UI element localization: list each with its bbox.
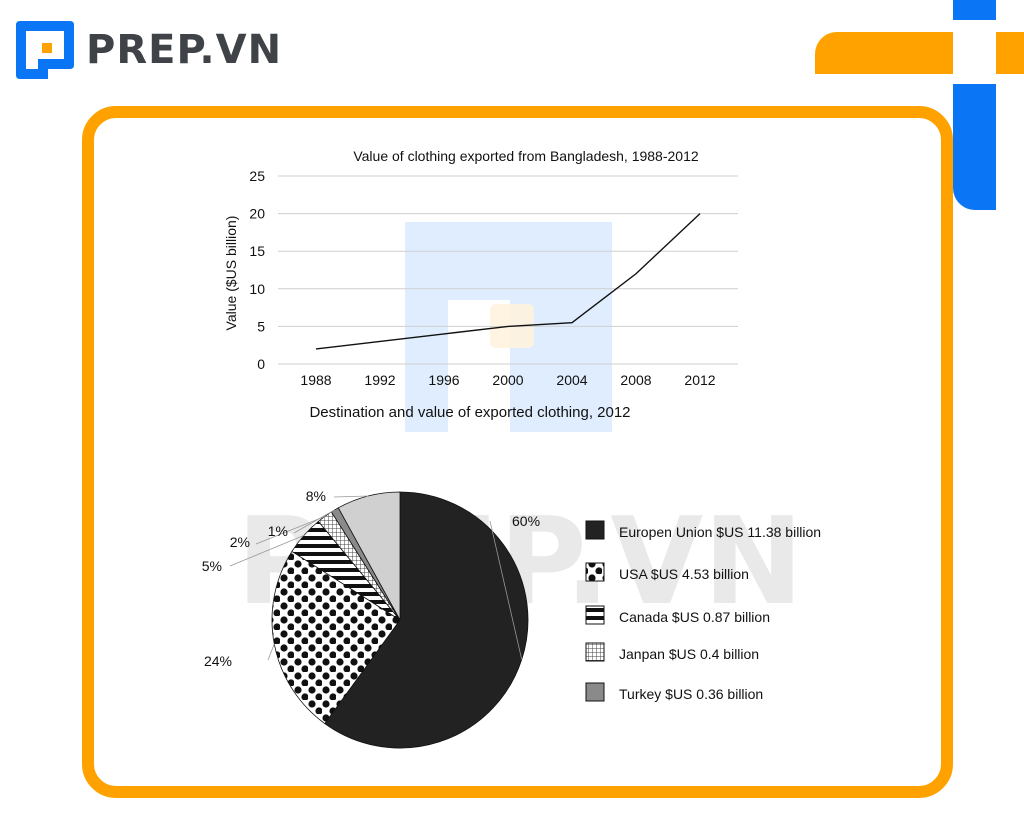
brand-logo[interactable]: PREP.VN [16, 20, 282, 80]
pie-slice [324, 491, 529, 749]
prep-logo-icon [16, 21, 74, 79]
pie-chart: 60% 24% 5% 2% 1% 8% [202, 488, 540, 749]
y-tick-label: 15 [249, 243, 265, 259]
legend-label: Janpan $US 0.4 billion [619, 646, 759, 662]
pie-chart-title: Destination and value of exported clothi… [309, 404, 630, 421]
line-chart-title: Value of clothing exported from Banglade… [353, 148, 699, 164]
pie-leader-line [293, 509, 336, 534]
x-tick-label: 2012 [684, 372, 715, 388]
pie-leader-line [267, 643, 275, 661]
line-chart-xticks: 1988 1992 1996 2000 2004 2008 2012 [300, 372, 715, 388]
x-tick-label: 1996 [428, 372, 459, 388]
legend-swatch [585, 642, 605, 662]
line-chart-series [315, 213, 701, 350]
legend-label: Turkey $US 0.36 billion [619, 686, 763, 702]
legend-label: Europen Union $US 11.38 billion [619, 524, 821, 540]
x-tick-label: 1988 [300, 372, 331, 388]
x-tick-label: 2004 [556, 372, 587, 388]
pie-leader-line [489, 520, 523, 660]
y-tick-label: 25 [249, 168, 265, 184]
line-chart: Value of clothing exported from Banglade… [223, 148, 738, 388]
pie-percent-label: 5% [202, 558, 222, 574]
brand-name: PREP.VN [86, 27, 283, 73]
pie-legend: Europen Union $US 11.38 billion USA $US 4… [585, 520, 821, 702]
x-tick-label: 2000 [492, 372, 523, 388]
legend-swatch [585, 682, 605, 702]
y-tick-label: 0 [257, 356, 265, 372]
x-tick-label: 1992 [364, 372, 395, 388]
legend-label: Canada $US 0.87 billion [619, 609, 770, 625]
y-tick-label: 5 [257, 318, 265, 334]
y-tick-label: 20 [249, 206, 265, 222]
pie-percent-label: 24% [204, 653, 232, 669]
line-chart-ylabel: Value ($US billion) [223, 216, 239, 331]
legend-swatch [585, 605, 605, 625]
legend-label: USA $US 4.53 billion [619, 566, 749, 582]
pie-percent-label: 8% [306, 488, 326, 504]
watermark-logo-icon [405, 222, 612, 432]
legend-swatch [585, 562, 605, 582]
pie-slice [271, 550, 401, 725]
decor-gap [953, 20, 996, 84]
pie-percent-label: 1% [268, 523, 288, 539]
pie-leader-line [333, 495, 369, 498]
x-tick-label: 2008 [620, 372, 651, 388]
pie-percent-label: 60% [512, 513, 540, 529]
decor-blue-top [953, 0, 996, 20]
pie-percent-label: 2% [230, 534, 250, 550]
line-chart-yticks: 0 5 10 15 20 25 [249, 168, 265, 372]
pie-leader-line [255, 516, 325, 545]
legend-swatch [585, 520, 605, 540]
pie-leader-line [229, 534, 305, 567]
content-frame [82, 106, 953, 798]
y-tick-label: 10 [249, 281, 265, 297]
pie-slice [337, 491, 401, 621]
